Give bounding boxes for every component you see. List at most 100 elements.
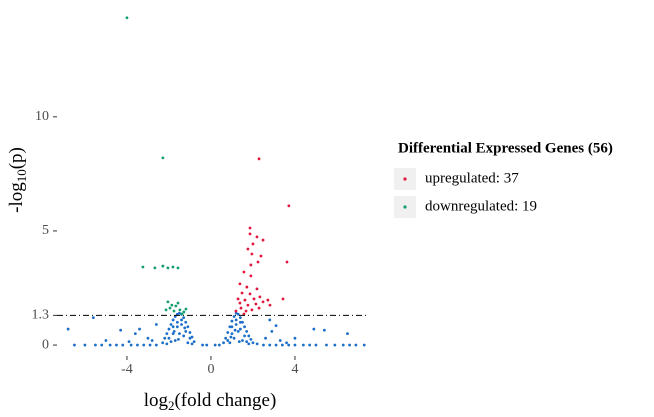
- point: [268, 303, 272, 307]
- point: [183, 326, 187, 330]
- point: [236, 312, 240, 316]
- point: [249, 263, 253, 267]
- point: [233, 328, 237, 332]
- point: [246, 303, 250, 307]
- point: [238, 301, 242, 305]
- point: [205, 343, 209, 347]
- point: [238, 327, 242, 331]
- point: [228, 325, 232, 329]
- point: [182, 316, 186, 320]
- point: [182, 310, 186, 314]
- point: [281, 297, 285, 301]
- point: [222, 341, 225, 345]
- point: [244, 309, 248, 313]
- point: [301, 343, 305, 347]
- y-tick-label: 5: [42, 223, 49, 238]
- point: [176, 337, 180, 341]
- point: [234, 318, 238, 322]
- point: [174, 304, 178, 308]
- point: [237, 340, 241, 344]
- x-title-rest: (fold change): [174, 390, 276, 411]
- point: [171, 265, 175, 269]
- point: [262, 343, 265, 347]
- point: [285, 341, 288, 345]
- point: [248, 226, 252, 230]
- point: [153, 266, 157, 270]
- x-title-sub: 2: [168, 398, 175, 413]
- point: [261, 238, 265, 242]
- point: [264, 336, 267, 340]
- point: [226, 339, 230, 342]
- point: [146, 336, 150, 340]
- point: [213, 343, 217, 347]
- point: [163, 336, 167, 340]
- point: [346, 332, 349, 336]
- legend-dot: [403, 177, 407, 181]
- point: [249, 274, 253, 278]
- legend-dot: [403, 205, 407, 209]
- point: [287, 204, 291, 208]
- point: [246, 247, 250, 251]
- point: [255, 342, 259, 346]
- point: [127, 340, 131, 344]
- point: [243, 325, 246, 329]
- y-tick-label: 0: [42, 337, 49, 352]
- point: [167, 336, 171, 340]
- point: [168, 306, 172, 310]
- y-title-sub: 10: [14, 169, 29, 182]
- point: [229, 335, 233, 339]
- point: [175, 325, 179, 329]
- point: [173, 339, 177, 342]
- point: [238, 316, 242, 320]
- point: [256, 260, 260, 264]
- point: [186, 341, 190, 345]
- point: [201, 343, 204, 347]
- point: [247, 342, 251, 346]
- point: [224, 336, 228, 340]
- point: [250, 308, 254, 312]
- point: [274, 343, 278, 347]
- point: [251, 341, 255, 345]
- point: [261, 300, 265, 304]
- legend-label: downregulated: 19: [425, 198, 537, 214]
- point: [243, 298, 247, 302]
- point: [133, 332, 137, 336]
- point: [176, 266, 180, 270]
- point: [228, 341, 232, 345]
- point: [232, 315, 236, 318]
- point: [83, 343, 87, 347]
- point: [248, 232, 252, 236]
- point: [247, 334, 251, 338]
- point: [245, 329, 249, 333]
- point: [234, 309, 238, 313]
- point: [254, 302, 258, 306]
- y-axis-title: -log10(p): [6, 147, 29, 213]
- point: [259, 254, 263, 258]
- point: [293, 343, 297, 347]
- point: [230, 332, 234, 336]
- point: [251, 242, 255, 246]
- point: [176, 301, 180, 305]
- point: [333, 343, 337, 347]
- point: [268, 318, 272, 322]
- point: [341, 343, 345, 347]
- point: [180, 318, 183, 322]
- point: [314, 343, 318, 347]
- x-tick-label: -4: [121, 362, 133, 377]
- point: [178, 311, 181, 315]
- point: [268, 343, 272, 347]
- point: [142, 343, 146, 347]
- point: [121, 343, 125, 347]
- point: [166, 266, 170, 270]
- point: [232, 336, 236, 340]
- point: [169, 323, 173, 326]
- point: [362, 343, 366, 347]
- x-axis-title: log2(fold change): [144, 390, 277, 413]
- y-tick-label: 10: [35, 109, 49, 124]
- point: [190, 335, 194, 339]
- point: [171, 325, 175, 329]
- point: [258, 295, 262, 299]
- point: [165, 342, 169, 346]
- point: [171, 332, 175, 336]
